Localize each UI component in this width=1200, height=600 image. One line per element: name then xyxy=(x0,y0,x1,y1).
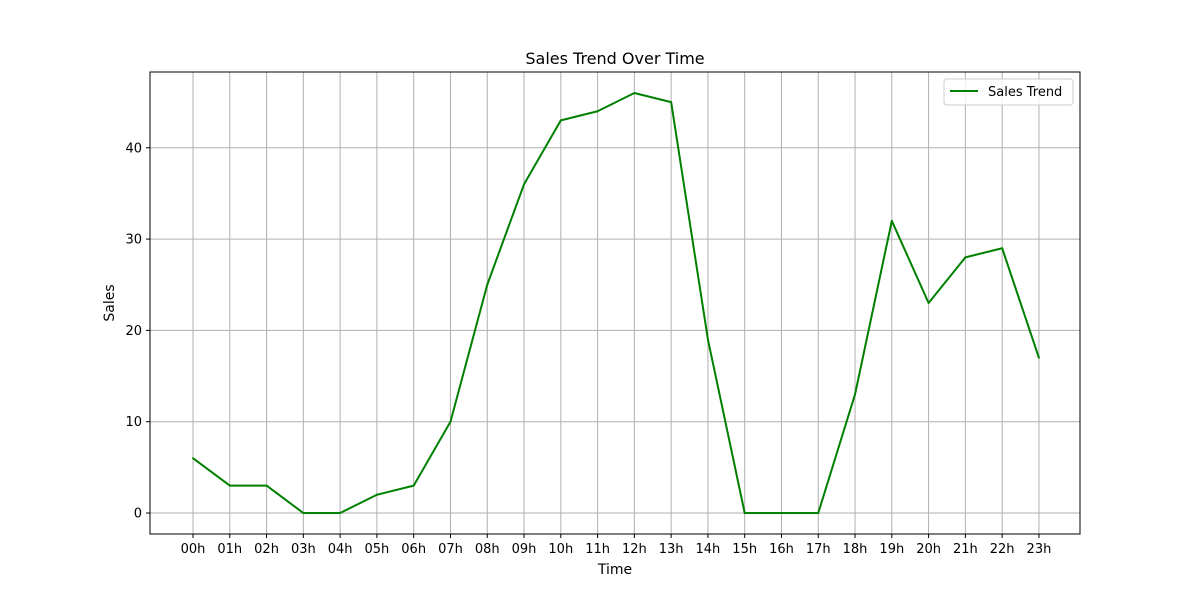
y-tick-label: 40 xyxy=(125,141,142,156)
x-tick-label: 05h xyxy=(365,542,390,557)
data-point xyxy=(412,484,415,487)
x-tick-label: 23h xyxy=(1027,542,1052,557)
x-tick-label: 22h xyxy=(990,542,1015,557)
y-tick-label: 20 xyxy=(125,324,142,339)
x-tick-label: 01h xyxy=(217,542,242,557)
data-point xyxy=(486,283,489,286)
y-tick-label: 0 xyxy=(134,507,142,522)
legend: Sales Trend xyxy=(943,78,1074,106)
series-line-sales-trend xyxy=(192,92,1040,514)
data-point xyxy=(265,484,268,487)
data-point xyxy=(523,183,526,186)
x-tick-label: 09h xyxy=(512,542,537,557)
plot-area-frame xyxy=(149,71,1081,535)
x-tick-label: 06h xyxy=(401,542,426,557)
data-point xyxy=(780,512,783,514)
legend-label-sales-trend: Sales Trend xyxy=(988,85,1062,100)
data-point xyxy=(890,219,893,222)
x-tick-label: 02h xyxy=(254,542,279,557)
data-point xyxy=(596,110,599,113)
data-point xyxy=(302,512,305,514)
chart-title: Sales Trend Over Time xyxy=(525,49,704,68)
data-point xyxy=(1037,356,1040,359)
data-point xyxy=(854,393,857,396)
x-tick-label: 03h xyxy=(291,542,316,557)
y-axis-ticks: 0 10 20 30 40 xyxy=(125,141,150,522)
series-layer xyxy=(192,92,1040,514)
legend-box xyxy=(943,78,1074,106)
data-point xyxy=(964,256,967,259)
x-tick-label: 13h xyxy=(659,542,684,557)
data-point xyxy=(192,457,194,460)
data-point xyxy=(559,119,562,122)
data-point xyxy=(817,512,820,514)
data-point xyxy=(449,420,452,423)
data-point xyxy=(1001,247,1004,250)
x-tick-label: 15h xyxy=(732,542,757,557)
x-tick-label: 04h xyxy=(328,542,353,557)
x-tick-label: 20h xyxy=(916,542,941,557)
y-axis-label: Sales xyxy=(102,284,118,321)
x-tick-label: 17h xyxy=(806,542,831,557)
data-point xyxy=(633,92,636,94)
data-point xyxy=(375,493,378,496)
x-tick-label: 11h xyxy=(585,542,610,557)
y-tick-label: 30 xyxy=(125,233,142,248)
data-point xyxy=(228,484,231,487)
x-tick-label: 14h xyxy=(696,542,721,557)
x-tick-label: 19h xyxy=(879,542,904,557)
data-point xyxy=(927,302,930,304)
x-tick-label: 18h xyxy=(843,542,868,557)
x-tick-label: 10h xyxy=(548,542,573,557)
data-point xyxy=(670,101,673,104)
x-tick-label: 21h xyxy=(953,542,978,557)
data-point xyxy=(339,512,342,514)
x-axis-label: Time xyxy=(597,562,632,578)
x-tick-label: 12h xyxy=(622,542,647,557)
x-tick-label: 08h xyxy=(475,542,500,557)
grid-layer xyxy=(150,72,1080,534)
x-tick-label: 16h xyxy=(769,542,794,557)
x-tick-label: 00h xyxy=(181,542,206,557)
data-point xyxy=(706,338,709,341)
x-tick-label: 07h xyxy=(438,542,463,557)
data-point xyxy=(743,512,746,514)
x-axis-ticks: 00h 01h 02h 03h 04h 05h 06h 07h 08h 09h 10h 11h 12h 1… xyxy=(181,534,1052,557)
y-tick-label: 10 xyxy=(125,415,142,430)
